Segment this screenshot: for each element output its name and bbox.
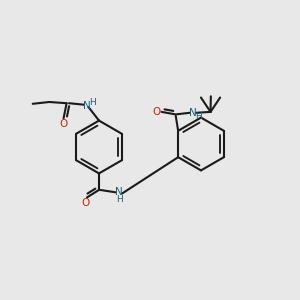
Text: N: N — [189, 108, 196, 118]
Text: O: O — [152, 107, 160, 117]
Text: H: H — [116, 195, 122, 204]
Text: O: O — [59, 119, 67, 129]
Text: H: H — [89, 98, 96, 107]
Text: H: H — [195, 112, 202, 122]
Text: N: N — [83, 100, 91, 111]
Text: O: O — [81, 198, 89, 208]
Text: N: N — [115, 187, 122, 197]
